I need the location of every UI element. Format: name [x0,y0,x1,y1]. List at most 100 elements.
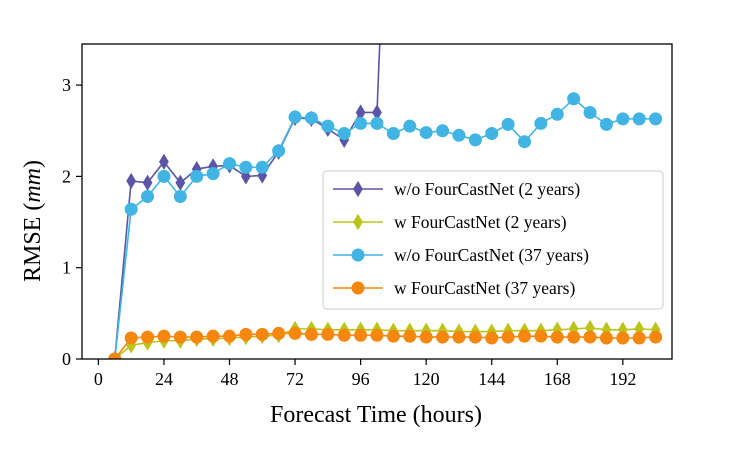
legend-marker [351,248,365,262]
data-point [108,352,122,359]
data-point [436,330,450,344]
y-axis-title-main: RMSE ( [20,203,46,282]
plot-frame [81,43,673,360]
x-tick-label: 192 [609,369,636,389]
data-point [370,116,384,130]
legend-marker [353,213,363,231]
data-point [223,329,236,343]
y-axis-title-close: ) [20,160,46,168]
y-axis-title-unit: mm [20,168,46,203]
data-point [157,329,171,343]
data-point [206,329,220,343]
data-point [372,104,382,121]
data-point [436,124,450,138]
data-point [403,329,417,343]
legend-item-w-o-fourcastnet-37-years: w/o FourCastNet (37 years) [333,245,589,265]
x-axis-ticks: 0 24 48 72 96 120 144 168 192 [94,359,636,389]
series-line [114,332,656,359]
data-point [468,133,482,147]
data-point [190,330,204,344]
y-tick-label: 0 [62,349,71,369]
data-point [616,331,630,345]
data-point [175,174,186,191]
data-point [126,172,137,190]
y-tick-label: 1 [62,258,71,278]
x-tick-label: 168 [544,369,571,389]
data-point [304,111,318,125]
data-point [452,128,466,142]
data-point [272,326,286,340]
data-point [304,327,318,341]
data-point [239,327,253,341]
legend-marker [351,281,365,295]
series-w-fourcastnet-37-years [108,326,663,359]
data-point [534,329,548,343]
data-point [386,329,400,343]
series-line [113,97,656,359]
legend: w/o FourCastNet (2 years) w FourCastNet (… [322,170,664,310]
series-w-fourcastnet-2-years [109,319,661,359]
data-point [239,160,253,174]
data-point [518,135,531,149]
data-point [419,330,433,344]
data-point [403,119,417,133]
data-point [255,327,269,341]
legend-item-w-fourcastnet-2-years: w FourCastNet (2 years) [333,212,567,232]
data-point [452,330,466,344]
data-point [354,116,368,130]
data-point [583,105,597,119]
x-tick-label: 120 [413,369,440,389]
data-point [124,202,138,216]
data-point [173,330,187,344]
x-tick-label: 72 [286,369,304,389]
data-point [223,157,236,171]
legend-label: w FourCastNet (37 years) [394,278,575,298]
legend-frame [322,170,664,310]
x-tick-label: 24 [155,369,173,389]
data-point [550,330,564,344]
legend-items: w/o FourCastNet (2 years) w FourCastNet (… [333,179,589,298]
data-point [142,174,153,191]
data-point [599,331,613,345]
x-tick-label: 0 [94,369,103,389]
y-axis-title: RMSE (mm) [20,160,46,282]
data-point [288,110,302,124]
y-tick-label: 2 [62,166,71,186]
data-point [632,331,646,345]
data-point [649,330,663,344]
data-point [501,117,515,131]
data-point [599,117,613,131]
y-tick-label: 3 [62,75,71,95]
data-point [419,126,433,140]
data-point [354,328,368,342]
data-point [485,126,499,140]
y-axis-ticks: 0 1 2 3 [62,75,82,369]
x-tick-label: 144 [478,369,505,389]
data-point [337,328,351,342]
data-point [616,112,630,126]
x-tick-label: 48 [221,369,239,389]
data-point [190,169,204,183]
legend-item-w-o-fourcastnet-2-years: w/o FourCastNet (2 years) [333,179,580,199]
data-point [321,327,335,341]
data-point [337,126,351,140]
data-point [370,328,384,342]
plot-area [108,44,663,359]
data-point [272,144,286,158]
axes [81,43,673,360]
data-point [485,331,499,345]
data-point [321,119,335,133]
x-axis-title: Forecast Time (hours) [270,402,482,428]
legend-marker [353,180,363,198]
data-point [501,330,515,344]
series-w-o-fourcastnet-37-years [108,92,663,359]
data-point [173,189,187,203]
legend-label: w/o FourCastNet (2 years) [394,179,580,199]
data-point [518,329,531,343]
data-point [649,112,663,126]
x-tick-label: 96 [352,369,370,389]
data-point [550,107,564,121]
data-point [141,330,155,344]
data-point [632,112,646,126]
data-point [159,153,169,170]
